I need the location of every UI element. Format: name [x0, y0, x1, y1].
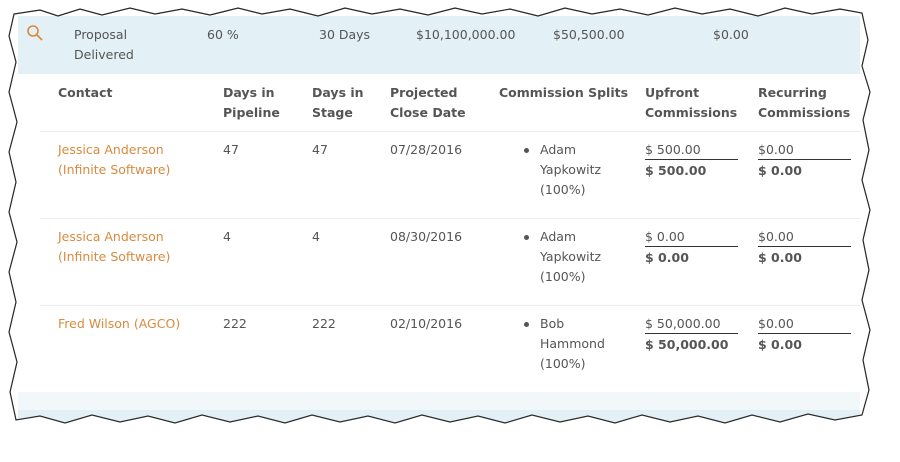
projected-close-date: 02/10/2016 [390, 316, 463, 331]
split-percent: (100%) [540, 356, 586, 371]
upfront-sum-line [645, 159, 738, 160]
upfront-total: $ 0.00 [645, 250, 689, 265]
split-name-line1: Adam [540, 229, 577, 244]
recurring-sum-line [758, 246, 851, 247]
stage-spacer [18, 392, 860, 410]
stage-name-line2: Delivered [74, 47, 134, 62]
recurring-item: $0.00 [758, 316, 794, 331]
col-header-days-stage-2[interactable]: Stage [312, 105, 353, 120]
projected-close-date: 07/28/2016 [390, 142, 463, 157]
split-percent: (100%) [540, 182, 586, 197]
col-header-days-stage-1[interactable]: Days in [312, 85, 364, 100]
col-header-upfront-1[interactable]: Upfront [645, 85, 700, 100]
days-in-stage: 4 [312, 229, 320, 244]
company-close-paren: ) [165, 249, 171, 264]
split-name-line1: Adam [540, 142, 577, 157]
row-divider [40, 305, 860, 306]
stage-name-partial: Neg [74, 423, 99, 438]
company-link-wrapper: (Infinite Software) [58, 247, 170, 267]
days-in-pipeline: 47 [223, 142, 239, 157]
upfront-item: $ 0.00 [645, 229, 685, 244]
col-header-recurring-1[interactable]: Recurring [758, 85, 827, 100]
contact-cell: Fred Wilson (AGCO) [58, 314, 180, 334]
company-link[interactable]: AGCO [138, 316, 176, 331]
col-header-commission-splits[interactable]: Commission Splits [499, 85, 629, 100]
company-link[interactable]: Infinite Software [62, 162, 166, 177]
split-name-line2: Hammond [540, 336, 605, 351]
stage-row-negotiation[interactable] [18, 410, 860, 424]
company-open-paren: ( [129, 316, 139, 331]
contact-link[interactable]: Jessica Anderson [58, 229, 164, 244]
days-in-stage: 222 [312, 316, 336, 331]
upfront-item: $ 50,000.00 [645, 316, 721, 331]
col-header-close-date-1[interactable]: Projected [390, 85, 458, 100]
split-name-line1: Bob [540, 316, 565, 331]
upfront-item: $ 500.00 [645, 142, 701, 157]
stage-days: 30 Days [319, 27, 371, 42]
col-header-close-date-2[interactable]: Close Date [390, 105, 466, 120]
company-link-wrapper: (Infinite Software) [58, 160, 170, 180]
stage-commissions-partial: $0 [713, 423, 729, 438]
projected-close-date: 08/30/2016 [390, 229, 463, 244]
days-in-pipeline: 222 [223, 316, 247, 331]
company-close-paren: ) [175, 316, 181, 331]
recurring-sum-line [758, 333, 851, 334]
recurring-item: $0.00 [758, 142, 794, 157]
row-divider [40, 218, 860, 219]
recurring-item: $0.00 [758, 229, 794, 244]
stage-probability: 60 % [207, 27, 239, 42]
contact-link[interactable]: Jessica Anderson [58, 142, 164, 157]
days-in-stage: 47 [312, 142, 328, 157]
stage-name-line1: Proposal [74, 27, 128, 42]
col-header-upfront-2[interactable]: Commissions [645, 105, 738, 120]
col-header-days-pipeline-2[interactable]: Pipeline [223, 105, 280, 120]
upfront-sum-line [645, 333, 738, 334]
company-link[interactable]: Infinite Software [62, 249, 166, 264]
recurring-total: $ 0.00 [758, 337, 802, 352]
company-close-paren: ) [165, 162, 171, 177]
col-header-days-pipeline-1[interactable]: Days in [223, 85, 275, 100]
split-bullet [524, 235, 529, 240]
upfront-sum-line [645, 246, 738, 247]
split-percent: (100%) [540, 269, 586, 284]
recurring-sum-line [758, 159, 851, 160]
split-name-line2: Yapkowitz [540, 162, 602, 177]
magnifier-icon[interactable] [26, 24, 44, 42]
stage-probability-partial: 75 % [207, 423, 239, 438]
split-bullet [524, 322, 529, 327]
stage-weighted-value: $50,500.00 [553, 27, 625, 42]
recurring-total: $ 0.00 [758, 250, 802, 265]
stage-commissions: $0.00 [713, 27, 749, 42]
header-divider [40, 131, 860, 132]
col-header-recurring-2[interactable]: Commissions [758, 105, 851, 120]
split-bullet [524, 148, 529, 153]
days-in-pipeline: 4 [223, 229, 231, 244]
stage-total-value: $10,100,000.00 [416, 27, 516, 42]
upfront-total: $ 500.00 [645, 163, 707, 178]
recurring-total: $ 0.00 [758, 163, 802, 178]
col-header-contact[interactable]: Contact [58, 85, 113, 100]
split-name-line2: Yapkowitz [540, 249, 602, 264]
upfront-total: $ 50,000.00 [645, 337, 729, 352]
contact-link[interactable]: Fred Wilson [58, 316, 130, 331]
